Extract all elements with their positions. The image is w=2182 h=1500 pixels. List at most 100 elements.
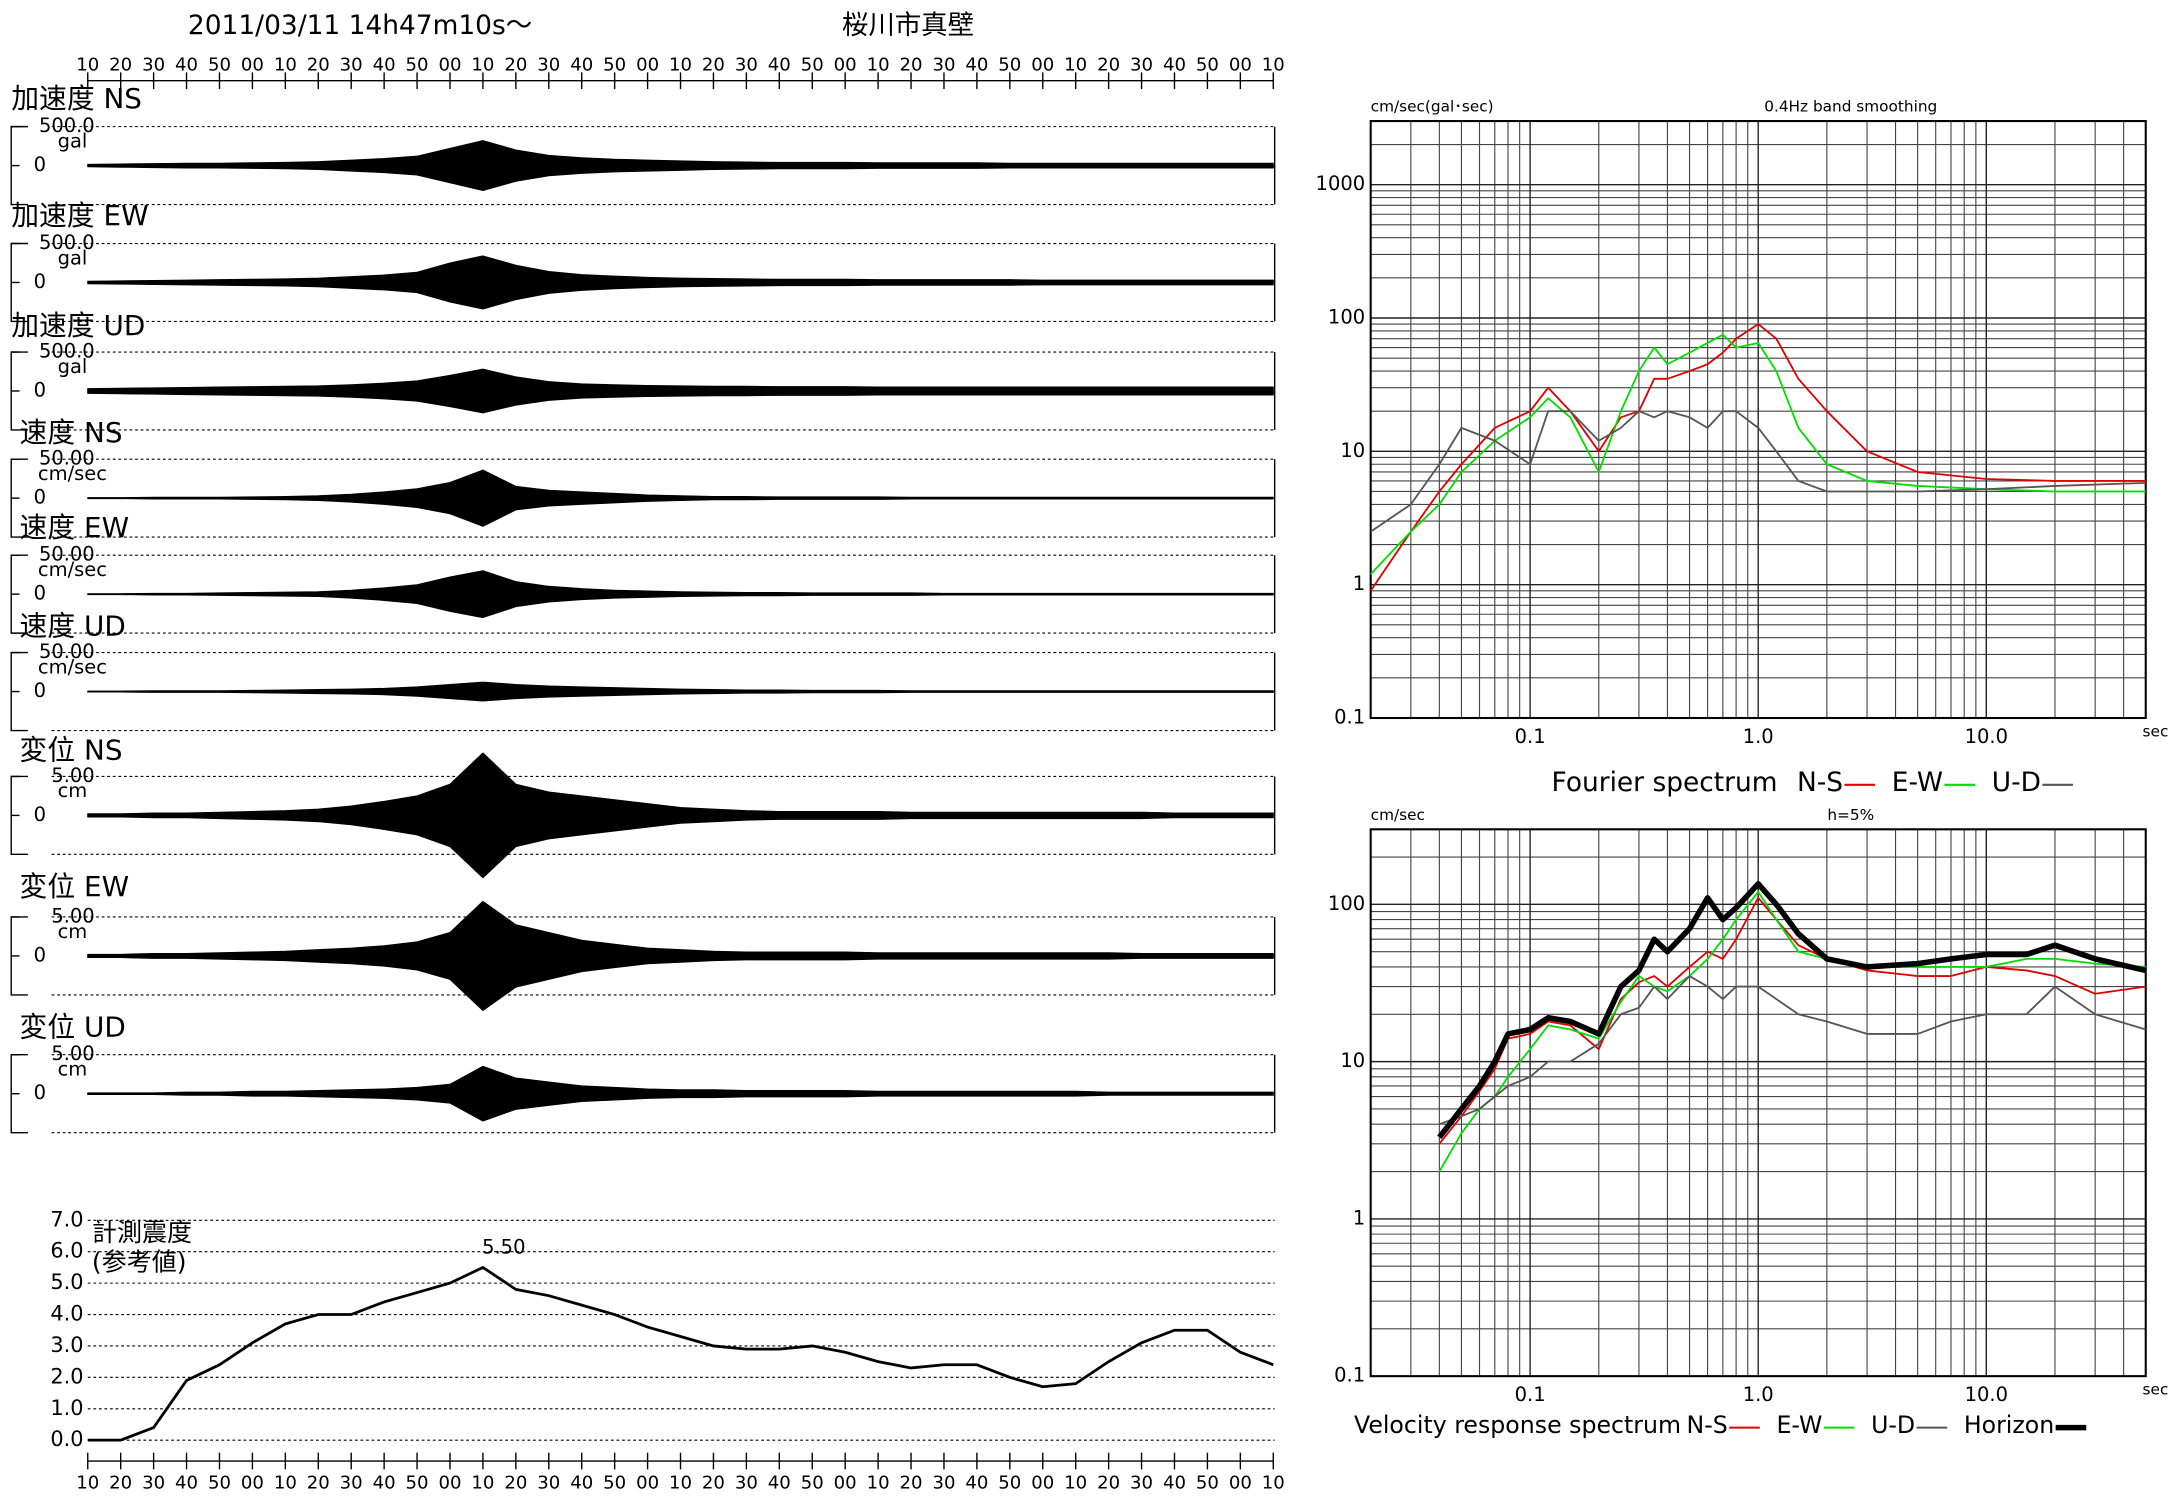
x-tick-label: 50	[208, 1472, 231, 1493]
x-tick-label: 00	[834, 1472, 857, 1493]
x-tick-label: 10	[1262, 1472, 1285, 1493]
y-tick-label: 100	[1328, 306, 1365, 329]
y-tick-label: 4.0	[50, 1302, 83, 1326]
panel-title: 加速度 UD	[11, 309, 145, 342]
x-tick-label: 20	[109, 1472, 132, 1493]
y-axis-label: cm/sec	[1371, 806, 1425, 824]
legend-title: Velocity response spectrum	[1354, 1411, 1681, 1439]
unit-label: gal	[58, 246, 88, 269]
x-tick-label: 10	[1064, 54, 1087, 75]
x-tick-label: 50	[1196, 54, 1219, 75]
x-tick-label: 10	[867, 54, 890, 75]
y-tick-label: 100	[1328, 892, 1365, 915]
legend-label: N-S	[1797, 767, 1843, 798]
plot-frame	[1369, 120, 2147, 720]
x-tick-label: 10	[274, 1472, 297, 1493]
y-tick-label: 5.00	[51, 904, 94, 927]
legend-label: U-D	[1871, 1411, 1915, 1439]
x-tick-label: 50	[998, 54, 1021, 75]
unit-label: cm	[58, 779, 88, 802]
panel-title: 加速度 NS	[11, 82, 142, 115]
x-tick-label: 50	[801, 54, 824, 75]
unit-label: gal	[58, 355, 88, 378]
y-tick-label: 3.0	[50, 1333, 83, 1357]
panel-title: 変位 UD	[20, 1010, 126, 1043]
intensity-line	[87, 1265, 1274, 1442]
x-tick-label: 10	[274, 54, 297, 75]
legend-label: N-S	[1687, 1411, 1728, 1439]
x-tick-label: 10	[76, 1472, 99, 1493]
y-tick-label: 0.0	[50, 1427, 83, 1451]
x-tick-label: 40	[1163, 54, 1186, 75]
x-tick-label: 30	[1130, 54, 1153, 75]
x-tick-label: 50	[603, 54, 626, 75]
unit-label: cm/sec	[38, 462, 107, 485]
panel-title: 速度 NS	[20, 416, 123, 449]
x-tick-label: 20	[702, 54, 725, 75]
y-tick-label: 5.0	[50, 1270, 83, 1294]
y-tick-label: 6.0	[50, 1239, 83, 1263]
y-tick-label: 0	[34, 679, 46, 702]
x-tick-label: 20	[504, 1472, 527, 1493]
x-tick-label: 40	[965, 1472, 988, 1493]
x-tick-label: 10	[76, 54, 99, 75]
x-tick-label: 50	[1196, 1472, 1219, 1493]
panel-title: 速度 EW	[20, 511, 130, 544]
y-tick-label: 1.0	[50, 1396, 83, 1420]
y-tick-label: 0	[34, 803, 46, 826]
x-axis-label: sec	[2143, 722, 2169, 740]
x-tick-label: 10	[867, 1472, 890, 1493]
legend-label: U-D	[1992, 767, 2041, 798]
x-tick-label: 40	[175, 1472, 198, 1493]
x-tick-label: 20	[1097, 1472, 1120, 1493]
panel-title: 変位 EW	[20, 870, 130, 903]
x-tick-label: 50	[801, 1472, 824, 1493]
y-axis-label: cm/sec(gal･sec)	[1371, 98, 1494, 116]
y-tick-label: 50.00	[39, 447, 95, 470]
x-tick-label: 10.0	[1965, 1383, 2008, 1406]
x-tick-label: 30	[735, 1472, 758, 1493]
y-tick-label: 50.00	[39, 543, 95, 566]
y-tick-label: 2.0	[50, 1364, 83, 1388]
x-tick-label: 40	[1163, 1472, 1186, 1493]
x-tick-label: 0.1	[1515, 1383, 1546, 1406]
panel-title: 変位 NS	[20, 733, 123, 766]
x-tick-label: 00	[1031, 1472, 1054, 1493]
x-tick-label: 1.0	[1743, 725, 1774, 748]
chart-subtitle: (参考値)	[92, 1247, 187, 1276]
x-tick-label: 10	[471, 1472, 494, 1493]
y-tick-label: 0	[34, 486, 46, 509]
x-tick-label: 00	[636, 1472, 659, 1493]
y-tick-label: 50.00	[39, 640, 95, 663]
x-tick-label: 40	[570, 1472, 593, 1493]
legend-title: Fourier spectrum	[1552, 767, 1778, 798]
peak-annotation: 5.50	[482, 1235, 525, 1258]
y-tick-label: 0	[34, 270, 46, 293]
y-tick-label: 500.0	[39, 340, 95, 363]
x-tick-label: 40	[570, 54, 593, 75]
y-tick-label: 10	[1340, 1049, 1365, 1072]
spectrum-line	[1437, 881, 2147, 1140]
x-tick-label: 20	[307, 54, 330, 75]
x-tick-label: 40	[965, 54, 988, 75]
legend-label: E-W	[1777, 1411, 1823, 1439]
x-tick-label: 30	[537, 1472, 560, 1493]
x-tick-label: 00	[1229, 54, 1252, 75]
record-time: 2011/03/11 14h47m10s～	[188, 10, 532, 41]
x-tick-label: 20	[900, 1472, 923, 1493]
unit-label: cm/sec	[38, 655, 107, 678]
x-axis-label: sec	[2143, 1381, 2169, 1399]
y-tick-label: 0.1	[1334, 705, 1365, 728]
station-name: 桜川市真壁	[842, 10, 974, 41]
x-tick-label: 30	[142, 1472, 165, 1493]
x-tick-label: 20	[702, 1472, 725, 1493]
legend-label: Horizon	[1964, 1411, 2054, 1439]
x-tick-label: 50	[998, 1472, 1021, 1493]
x-tick-label: 30	[142, 54, 165, 75]
y-tick-label: 0.1	[1334, 1364, 1365, 1387]
x-tick-label: 00	[636, 54, 659, 75]
y-tick-label: 0	[34, 582, 46, 605]
